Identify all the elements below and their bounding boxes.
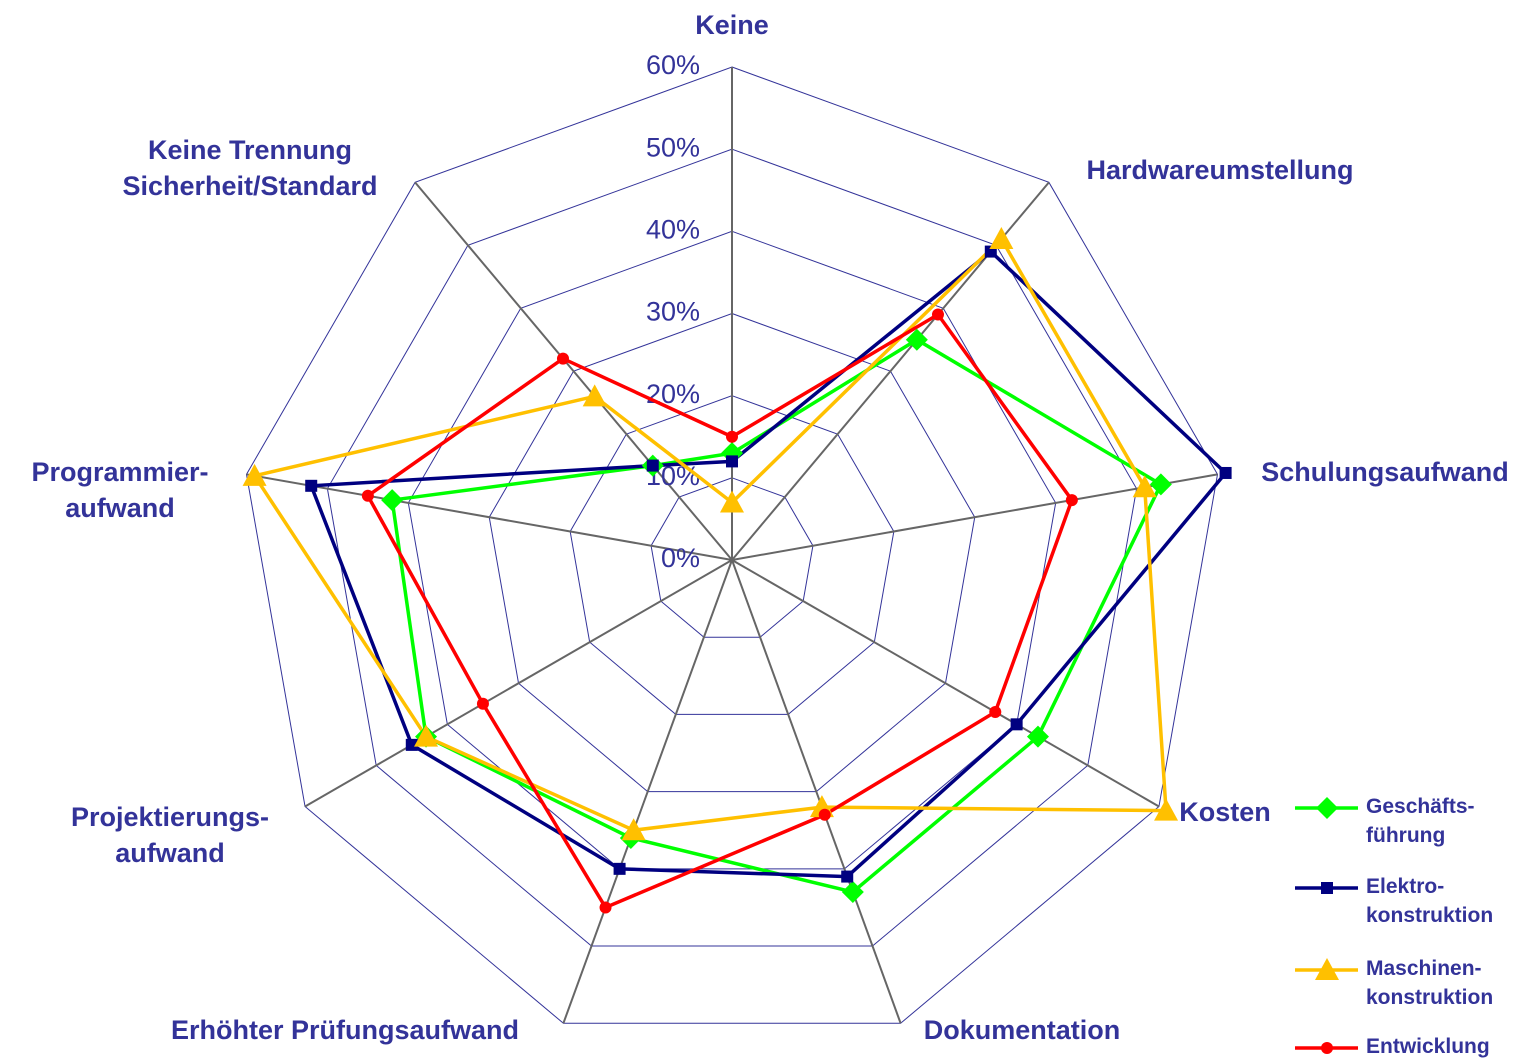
marker xyxy=(841,870,854,883)
spoke xyxy=(246,473,733,561)
grid-ring xyxy=(326,148,1138,947)
legend-label: Elektro- konstruktion xyxy=(1366,875,1494,927)
y-tick-label: 40% xyxy=(646,214,700,244)
series-line xyxy=(390,337,1164,894)
spoke xyxy=(304,559,733,808)
category-label: Schulungsaufwand xyxy=(1261,457,1509,487)
marker xyxy=(582,384,607,407)
y-tick-label: 50% xyxy=(646,132,700,162)
marker xyxy=(621,818,646,841)
marker xyxy=(818,808,831,821)
marker xyxy=(726,430,738,443)
marker xyxy=(841,881,864,904)
category-label: Keine Trennung Sicherheit/Standard xyxy=(122,135,378,201)
spoke xyxy=(414,181,733,561)
marker xyxy=(1132,475,1157,498)
marker xyxy=(405,738,418,751)
marker xyxy=(1219,466,1232,479)
legend-label: Entwicklung xyxy=(1366,1035,1490,1058)
marker xyxy=(1065,494,1078,507)
spoke xyxy=(731,559,902,1024)
marker xyxy=(1315,958,1339,980)
marker xyxy=(1149,473,1172,496)
grid-ring xyxy=(650,477,814,638)
marker xyxy=(646,459,659,472)
marker xyxy=(361,489,374,502)
y-tick-label: 30% xyxy=(646,297,700,327)
marker xyxy=(1321,1042,1333,1054)
category-label: Dokumentation xyxy=(923,1015,1121,1045)
marker xyxy=(599,901,612,914)
grid-ring xyxy=(569,395,895,715)
category-label: Kosten xyxy=(1179,797,1271,827)
y-tick-label: 20% xyxy=(646,379,700,409)
category-label: Programmier- aufwand xyxy=(31,457,209,523)
spoke xyxy=(731,559,1160,808)
marker xyxy=(613,862,626,875)
marker xyxy=(556,352,569,365)
marker xyxy=(242,463,267,486)
marker xyxy=(1321,882,1333,894)
marker xyxy=(1154,798,1179,821)
y-tick-label: 0% xyxy=(661,543,700,573)
marker xyxy=(414,724,439,747)
marker xyxy=(905,328,928,351)
marker xyxy=(989,226,1014,249)
series-line xyxy=(308,249,1228,879)
marker xyxy=(720,490,744,513)
marker xyxy=(305,479,318,492)
grid-ring xyxy=(407,230,1057,870)
marker xyxy=(1010,718,1023,731)
legend-label: Maschinen- konstruktion xyxy=(1366,957,1494,1009)
marker xyxy=(931,308,944,321)
marker xyxy=(726,455,738,468)
series-line xyxy=(365,312,1074,910)
spoke xyxy=(562,559,733,1024)
category-label: Erhöhter Prüfungsaufwand xyxy=(170,1015,520,1045)
series-line xyxy=(251,236,1168,833)
category-label: Projektierungs- aufwand xyxy=(70,802,270,868)
grid-ring xyxy=(245,66,1219,1024)
marker xyxy=(989,706,1002,719)
marker xyxy=(476,697,489,710)
y-tick-label: 60% xyxy=(646,50,700,80)
category-label: Keine xyxy=(695,10,769,40)
marker xyxy=(1316,797,1338,819)
grid-ring xyxy=(488,312,976,793)
marker xyxy=(1026,725,1049,748)
spoke xyxy=(731,473,1218,561)
category-label: Hardwareumstellung xyxy=(1086,155,1354,185)
marker xyxy=(381,489,404,512)
legend-label: Geschäfts- führung xyxy=(1366,795,1475,847)
